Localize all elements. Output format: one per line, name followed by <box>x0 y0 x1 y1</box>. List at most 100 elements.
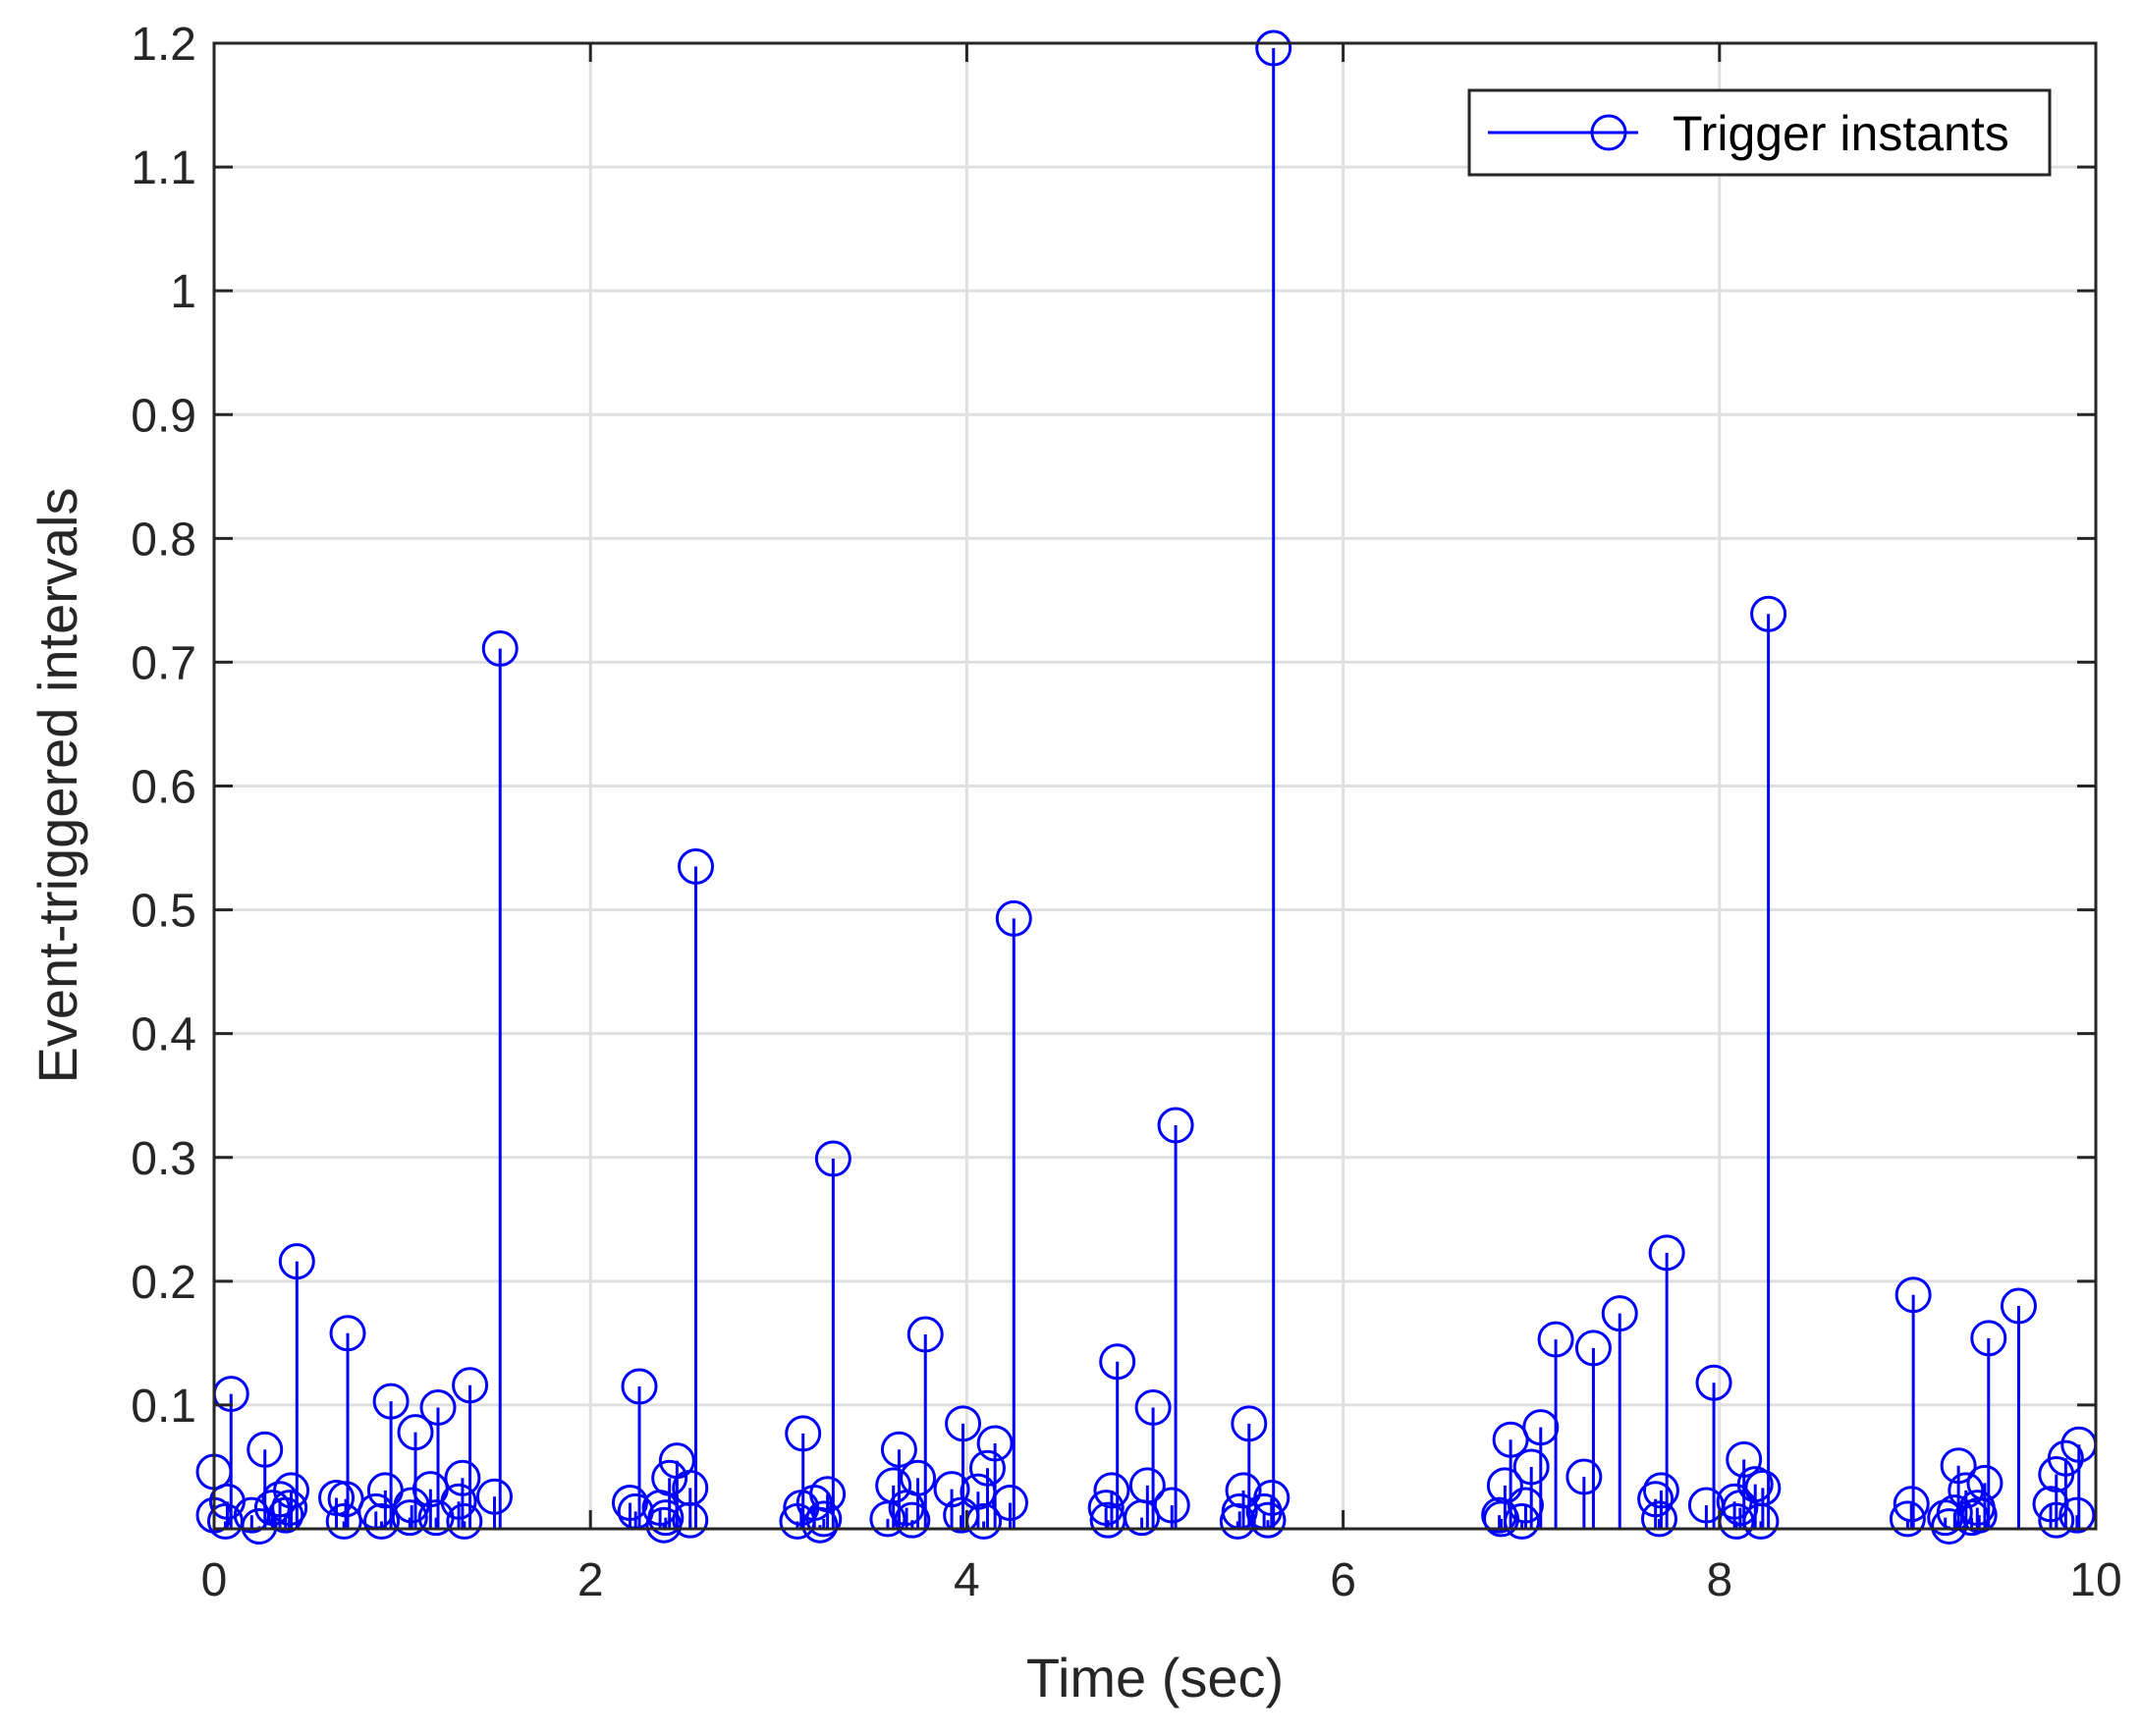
stem-marker <box>446 1502 483 1540</box>
stem <box>1750 595 1787 1529</box>
stem <box>875 1467 912 1529</box>
stem <box>611 1485 648 1529</box>
stem-marker <box>1504 1502 1541 1540</box>
stem-marker <box>995 899 1032 937</box>
stem-marker <box>968 1449 1006 1487</box>
stem-marker <box>363 1502 401 1540</box>
stem <box>991 1485 1028 1529</box>
stem-marker <box>1522 1409 1560 1446</box>
stem <box>1134 1388 1172 1529</box>
stem-marker <box>611 1485 648 1522</box>
legend-entry: Trigger instants <box>1673 106 2009 161</box>
stem-marker <box>647 1499 685 1537</box>
stem-marker <box>241 1507 278 1545</box>
stem <box>1894 1276 1932 1529</box>
stem <box>1099 1343 1136 1529</box>
stem <box>267 1496 304 1534</box>
y-axis-label: Event-triggered intervals <box>27 488 88 1084</box>
stem <box>785 1415 822 1529</box>
stem-marker <box>481 630 519 668</box>
stem-marker <box>875 1467 912 1504</box>
stem <box>1642 1472 1679 1529</box>
stem-marker <box>1157 1107 1194 1144</box>
stem <box>1537 1321 1574 1529</box>
stem <box>658 1442 695 1529</box>
stem-marker <box>1565 1458 1603 1495</box>
stem <box>1153 1487 1190 1529</box>
stem <box>273 1472 310 1529</box>
stem-marker <box>880 1431 917 1468</box>
stem-marker <box>677 847 714 885</box>
stem <box>1574 1329 1612 1529</box>
stem-marker <box>814 1140 851 1177</box>
stem-marker <box>1093 1472 1130 1509</box>
stem-marker <box>397 1414 434 1451</box>
stem <box>327 1481 364 1529</box>
stem-marker <box>1134 1388 1172 1426</box>
stem-marker <box>1253 1479 1290 1516</box>
stem-marker <box>1128 1467 1166 1504</box>
stem <box>677 847 714 1529</box>
stem-marker <box>1225 1472 1262 1509</box>
stem-marker <box>1695 1364 1732 1401</box>
stem <box>968 1449 1006 1529</box>
x-tick-label: 8 <box>1706 1554 1732 1606</box>
stem <box>1648 1234 1685 1529</box>
stem-marker <box>2000 1287 2037 1325</box>
stem <box>933 1471 970 1529</box>
x-axis-label: Time (sec) <box>1026 1647 1284 1709</box>
stem-marker <box>906 1316 944 1353</box>
stem <box>814 1140 851 1529</box>
stem-marker <box>391 1499 428 1537</box>
stem-marker <box>271 1490 308 1527</box>
stem-marker <box>1249 1501 1287 1539</box>
stem <box>2032 1486 2069 1529</box>
stem <box>1093 1472 1130 1529</box>
stem <box>976 1425 1014 1529</box>
stem-marker <box>1889 1500 1926 1538</box>
stem-marker <box>991 1485 1028 1522</box>
stem-marker <box>894 1501 931 1539</box>
stem <box>372 1383 410 1529</box>
stem-marker <box>267 1496 304 1534</box>
stem-marker <box>809 1476 847 1513</box>
stem <box>475 1478 513 1529</box>
stem <box>1565 1458 1603 1529</box>
stem-marker <box>1726 1440 1763 1478</box>
stem-marker <box>1966 1464 2004 1501</box>
stem-marker <box>475 1478 513 1515</box>
x-tick-label: 2 <box>577 1554 604 1606</box>
stem-marker <box>419 1388 457 1426</box>
stem <box>2047 1439 2084 1529</box>
stem <box>906 1316 944 1529</box>
stem-marker <box>278 1243 315 1280</box>
stem <box>452 1367 489 1529</box>
stem-marker <box>327 1481 364 1518</box>
stem-marker <box>440 1483 477 1520</box>
stem <box>1601 1295 1638 1529</box>
stem-marker <box>900 1459 937 1496</box>
stem-marker <box>273 1472 310 1509</box>
stem <box>481 630 519 1529</box>
stem-marker <box>1736 1466 1774 1503</box>
stem-marker <box>1744 1469 1782 1506</box>
stem-marker <box>1574 1329 1612 1367</box>
y-tick-label: 0.1 <box>131 1381 196 1433</box>
stem-marker <box>1970 1320 2007 1357</box>
stem-marker <box>1153 1487 1190 1524</box>
x-tick-label: 0 <box>201 1554 228 1606</box>
stem-marker <box>247 1431 284 1468</box>
y-tick-label: 1.1 <box>131 142 196 194</box>
stem <box>1744 1469 1782 1529</box>
stem <box>329 1315 366 1529</box>
plot-frame <box>212 41 2098 1531</box>
y-tick-label: 0.5 <box>131 886 196 938</box>
stem-marker <box>325 1502 362 1540</box>
stem <box>419 1388 457 1529</box>
stem-marker <box>1492 1421 1529 1458</box>
stem-marker <box>805 1500 843 1538</box>
legend-circle-marker-icon <box>1590 114 1627 151</box>
stem <box>1255 29 1292 1529</box>
stem-marker <box>2038 1501 2075 1539</box>
